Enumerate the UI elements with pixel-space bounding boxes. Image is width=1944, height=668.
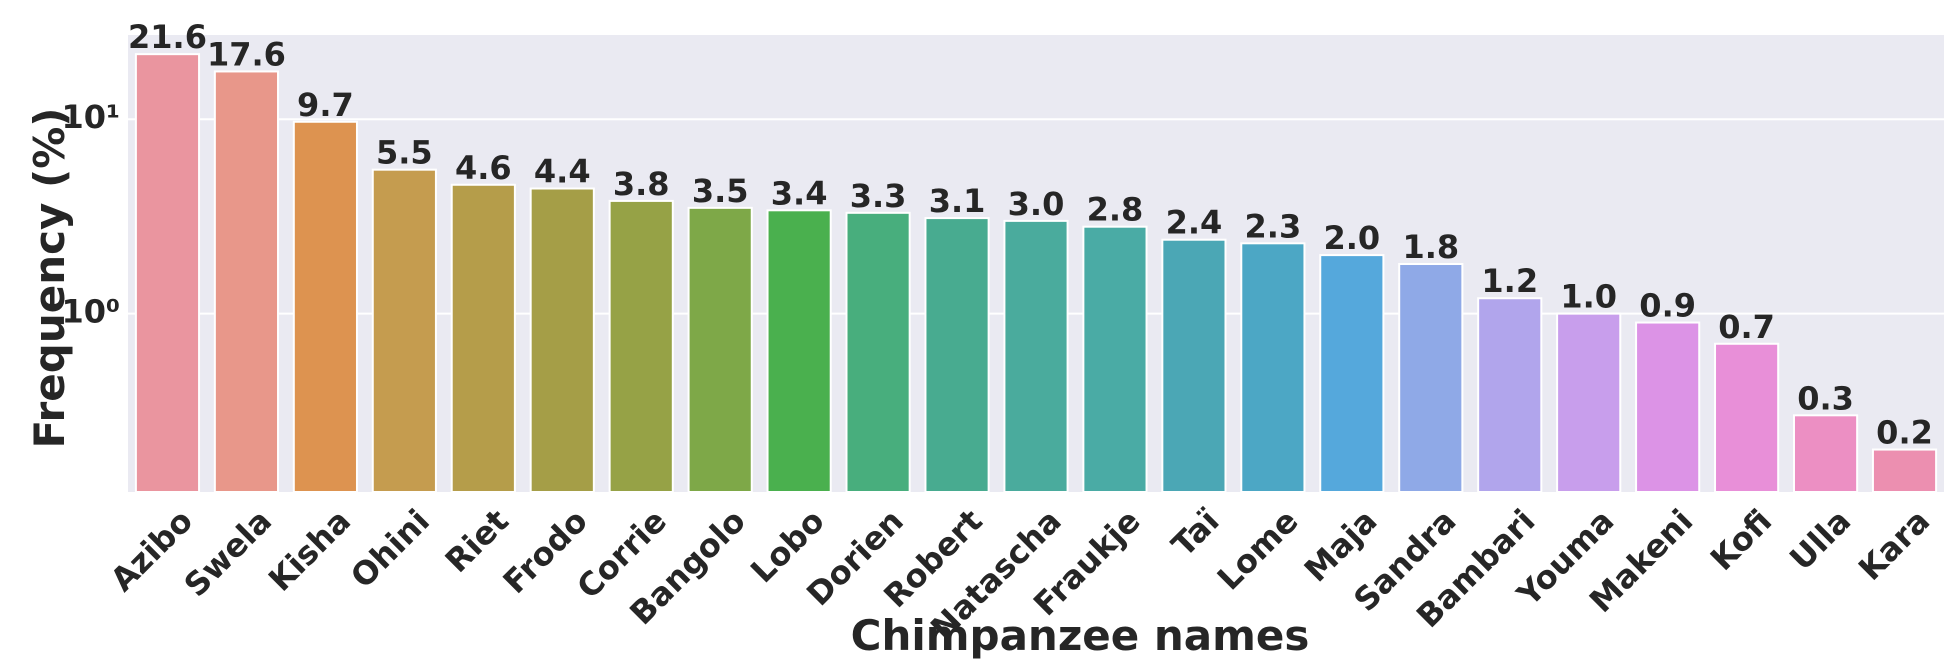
value-label: 17.6 (207, 35, 286, 73)
value-label: 0.2 (1876, 414, 1933, 452)
value-label: 2.3 (1245, 207, 1302, 245)
value-label: 3.5 (692, 172, 749, 210)
bar (213, 70, 280, 493)
value-label: 0.7 (1718, 308, 1775, 346)
bar (292, 120, 358, 493)
bar (1082, 225, 1148, 494)
y-axis-label: Frequency (%) (25, 108, 74, 449)
x-tick-label: Swela (177, 502, 279, 604)
value-label: 2.4 (1166, 204, 1223, 242)
value-label: 2.8 (1087, 191, 1144, 229)
value-label: 0.9 (1639, 287, 1696, 325)
value-label: 9.7 (297, 86, 354, 124)
bar (529, 187, 595, 493)
value-label: 3.4 (771, 174, 828, 212)
x-tick-label: Kofi (1703, 502, 1779, 578)
bar (1635, 321, 1701, 493)
bar (1714, 342, 1780, 493)
value-label: 3.8 (613, 165, 670, 203)
x-axis-label: Chimpanzee names (851, 611, 1310, 660)
value-label: 1.2 (1481, 262, 1538, 300)
bar (1240, 242, 1306, 493)
value-label: 4.4 (534, 153, 591, 191)
x-tick-label: Ohini (343, 502, 437, 596)
value-label: 3.0 (1008, 185, 1065, 223)
value-label: 2.0 (1323, 219, 1380, 257)
value-label: 3.1 (929, 182, 986, 220)
bar (1398, 263, 1464, 494)
bar (1319, 254, 1385, 493)
value-label: 0.3 (1797, 379, 1854, 417)
y-tick-label: 10⁰ (61, 293, 120, 331)
bar (1161, 238, 1227, 493)
value-label: 1.0 (1560, 278, 1617, 316)
bar (371, 168, 437, 493)
x-tick-label: Taï (1164, 502, 1226, 564)
bar (1003, 219, 1069, 493)
bar (1477, 297, 1543, 493)
value-label: 4.6 (455, 149, 512, 187)
y-tick-label: 10¹ (61, 98, 120, 136)
bar (450, 183, 516, 493)
x-tick-label: Kisha (261, 502, 358, 599)
bar (924, 217, 990, 493)
value-label: 21.6 (128, 18, 207, 56)
bar (608, 199, 674, 493)
bar (1792, 414, 1859, 493)
bar (134, 53, 201, 494)
bar (1556, 312, 1622, 493)
x-tick-label: Kara (1851, 502, 1937, 588)
x-tick-label: Lome (1210, 502, 1306, 598)
bar (845, 211, 911, 494)
bar (1871, 448, 1938, 493)
bar (687, 206, 753, 493)
x-tick-label: Ulla (1782, 502, 1858, 578)
value-label: 1.8 (1402, 228, 1459, 266)
bar (766, 209, 832, 493)
value-label: 5.5 (376, 134, 433, 172)
value-label: 3.3 (850, 177, 907, 215)
